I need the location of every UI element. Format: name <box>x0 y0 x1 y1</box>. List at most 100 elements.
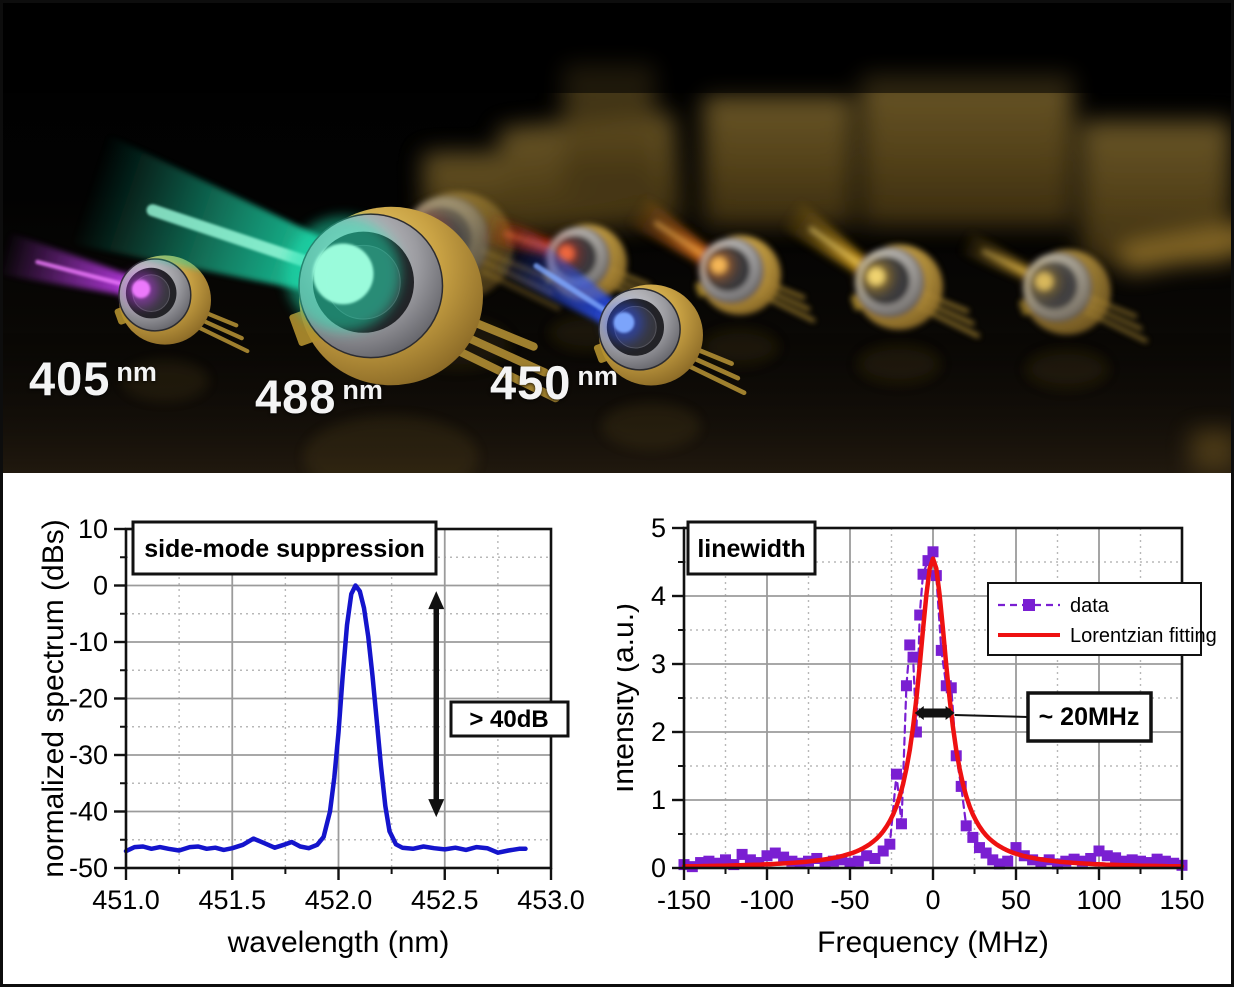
arrow-head-up <box>428 591 445 610</box>
chart-linewidth: -150 -100 -50 0 50 100 150 0 1 2 3 4 5 Frequency (MHz… <box>617 513 1217 959</box>
x-axis-title: Frequency (MHz) <box>817 926 1049 959</box>
chart-title: side-mode suppression <box>144 535 425 563</box>
bar-end-left <box>914 705 924 720</box>
data-point <box>1085 852 1097 864</box>
arrow-head-down <box>428 799 445 818</box>
data-point <box>935 644 947 656</box>
label-405nm: 405 nm <box>29 351 157 406</box>
y-tick-label: 5 <box>651 513 666 543</box>
data-point <box>900 680 912 692</box>
x-tick-label: 452.0 <box>305 885 373 915</box>
laser-can-gold <box>957 230 1148 389</box>
plot-0: 451.0 451.5 452.0 452.5 453.0 10 0 -10 -20 -30 -40… <box>37 514 585 959</box>
data-point <box>744 854 756 866</box>
x-tick-label: 0 <box>925 885 940 915</box>
data-point <box>869 852 881 864</box>
chart-title: linewidth <box>697 535 805 563</box>
data-point <box>980 847 992 859</box>
data-point <box>1143 857 1155 869</box>
data-point <box>703 855 715 867</box>
data-point <box>836 854 848 866</box>
y-tick-label: 4 <box>651 581 666 611</box>
aperture-glow <box>710 256 727 274</box>
aperture-glow <box>1035 272 1053 291</box>
y-tick-label: 10 <box>78 514 108 544</box>
laser-can-405nm <box>3 232 250 402</box>
label-488nm: 488 nm <box>255 369 383 424</box>
x-axis-title: wavelength (nm) <box>227 926 450 959</box>
data-point <box>895 818 907 830</box>
y-tick-label: 0 <box>93 571 108 601</box>
data-point <box>1101 850 1113 862</box>
title-box <box>686 520 817 576</box>
x-tick-label: 451.0 <box>92 885 160 915</box>
y-tick-label: -30 <box>69 740 108 770</box>
legend-box <box>987 582 1202 656</box>
data-point <box>1010 842 1022 854</box>
annotation-connector <box>954 713 1029 718</box>
aperture-glow <box>867 267 885 286</box>
can-reflection <box>701 328 779 366</box>
data-point <box>917 568 929 580</box>
aperture-glow <box>312 243 374 305</box>
major-grid <box>126 529 551 868</box>
data-point <box>877 845 889 857</box>
x-tick-label: -150 <box>657 885 711 915</box>
laser-cans-layer <box>3 134 1148 473</box>
linewidth-label: ~ 20MHz <box>1039 703 1140 731</box>
label-488nm-unit: nm <box>342 375 383 405</box>
data-point <box>945 682 957 694</box>
heatsink-block <box>861 75 1073 227</box>
data-point <box>914 609 926 621</box>
heatsink-block <box>703 95 853 227</box>
data-point <box>1135 855 1146 867</box>
y-tick-label: -20 <box>69 684 108 714</box>
data-point <box>761 850 773 862</box>
data-point <box>736 848 748 860</box>
data-point <box>1126 854 1138 866</box>
data-point <box>711 857 723 869</box>
chart-side-mode-suppression: 451.0 451.5 452.0 452.5 453.0 10 0 -10 -20 -30 -40… <box>37 514 585 959</box>
label-405nm-value: 405 <box>29 352 111 405</box>
data-point <box>987 854 999 866</box>
y-tick-label: -50 <box>69 853 108 883</box>
data-point <box>1110 852 1122 864</box>
data-point <box>1118 855 1130 867</box>
y-tick-label: 2 <box>651 717 666 747</box>
label-450nm: 450 nm <box>490 355 618 410</box>
legend-data-marker <box>1023 599 1035 611</box>
legend-fit-label: Lorentzian fitting <box>1070 625 1217 647</box>
label-450nm-unit: nm <box>577 361 618 391</box>
data-point <box>827 855 839 867</box>
x-tick-label: 100 <box>1076 885 1121 915</box>
can-reflection <box>1025 349 1109 389</box>
y-axis-title: Intensity (a.u.) <box>617 603 640 793</box>
data-point <box>904 639 916 651</box>
y-tick-label: -40 <box>69 797 108 827</box>
data-point <box>967 831 979 843</box>
data-point <box>852 855 864 867</box>
data-point <box>1093 845 1105 857</box>
laser-can-450nm <box>492 224 747 450</box>
can-reflection <box>601 402 701 450</box>
data-point <box>695 857 707 869</box>
can-reflection <box>857 344 941 384</box>
x-tick-label: -100 <box>740 885 794 915</box>
laser-can-488nm <box>70 134 560 473</box>
aperture-glow <box>613 312 635 333</box>
y-tick-label: 3 <box>651 649 666 679</box>
x-tick-label: 452.5 <box>411 885 479 915</box>
data-point <box>907 651 919 663</box>
x-tick-label: 453.0 <box>517 885 585 915</box>
data-point <box>922 555 934 567</box>
data-point <box>927 546 939 558</box>
heatsink-rod <box>1119 223 1231 273</box>
data-point <box>778 851 790 863</box>
data-point <box>1052 858 1063 870</box>
label-488nm-value: 488 <box>255 370 337 423</box>
data-point <box>1002 855 1014 867</box>
laser-diodes-photo-canvas <box>3 3 1231 473</box>
laser-can-orange <box>625 195 816 366</box>
data-point <box>993 858 1005 870</box>
